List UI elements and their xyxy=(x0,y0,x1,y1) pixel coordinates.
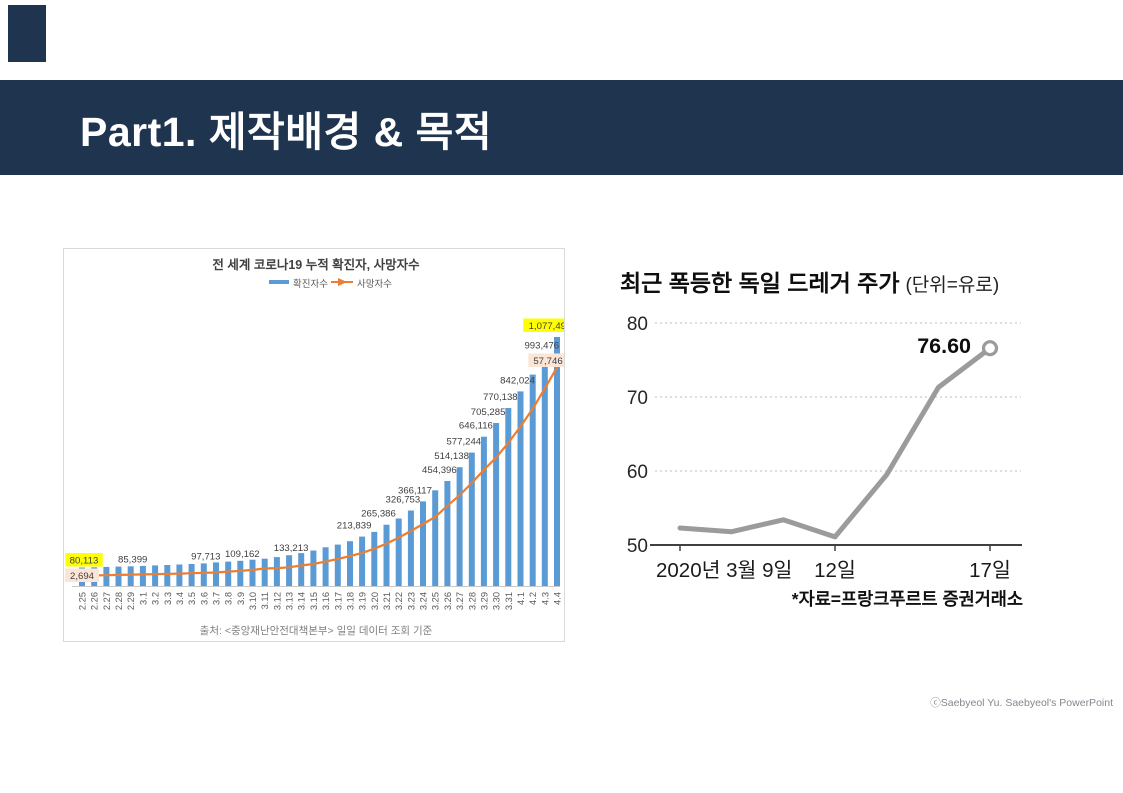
svg-text:3.4: 3.4 xyxy=(175,592,185,605)
stock-source-note: *자료=프랑크푸르트 증권거래소 xyxy=(792,589,1023,609)
svg-text:80,113: 80,113 xyxy=(70,556,99,567)
bars-confirmed xyxy=(79,337,560,586)
svg-text:3.30: 3.30 xyxy=(492,592,502,610)
svg-text:3.11: 3.11 xyxy=(260,592,270,609)
svg-text:4.3: 4.3 xyxy=(540,592,550,605)
svg-text:3.16: 3.16 xyxy=(321,592,331,610)
svg-text:3.20: 3.20 xyxy=(370,592,380,610)
svg-text:60: 60 xyxy=(627,462,648,483)
svg-text:3.15: 3.15 xyxy=(309,592,319,610)
svg-text:3.12: 3.12 xyxy=(272,592,282,610)
svg-text:3.31: 3.31 xyxy=(504,592,514,610)
svg-text:133,213: 133,213 xyxy=(274,543,309,554)
svg-text:3.17: 3.17 xyxy=(333,592,343,610)
svg-text:50: 50 xyxy=(627,536,648,557)
svg-text:3.3: 3.3 xyxy=(163,592,173,605)
svg-text:770,138: 770,138 xyxy=(483,392,518,403)
svg-text:109,162: 109,162 xyxy=(225,549,260,560)
svg-text:3.19: 3.19 xyxy=(358,592,368,610)
legend-label-deaths: 사망자수 xyxy=(357,279,392,290)
svg-text:3.29: 3.29 xyxy=(479,592,489,610)
svg-text:3.14: 3.14 xyxy=(297,592,307,610)
legend-label-confirmed: 확진자수 xyxy=(293,278,328,290)
svg-text:3.23: 3.23 xyxy=(406,592,416,610)
svg-text:842,024: 842,024 xyxy=(500,375,535,386)
svg-text:3.7: 3.7 xyxy=(212,592,222,605)
svg-text:366,117: 366,117 xyxy=(398,485,432,496)
svg-text:70: 70 xyxy=(627,388,648,409)
svg-text:3.10: 3.10 xyxy=(248,592,258,610)
stock-chart-panel: 최근 폭등한 독일 드레거 주가 (단위=유로) 50 60 70 80 76.60 202… xyxy=(618,255,1030,617)
legend-arrow-marker xyxy=(338,278,347,286)
line-data-labels: 2,694 57,746 xyxy=(65,353,568,582)
svg-text:577,244: 577,244 xyxy=(446,437,481,448)
legend-swatch-confirmed xyxy=(269,280,289,284)
svg-text:3.24: 3.24 xyxy=(419,592,429,610)
svg-text:3.25: 3.25 xyxy=(431,592,441,610)
stock-title-unit: (단위=유로) xyxy=(905,275,1000,296)
stock-chart: 50 60 70 80 76.60 2020년 3월 9일 12일 17일 *자료=프랑크푸르트… xyxy=(627,314,1023,609)
svg-text:3.26: 3.26 xyxy=(443,592,453,610)
svg-text:3.9: 3.9 xyxy=(236,592,246,605)
svg-text:2.28: 2.28 xyxy=(114,592,124,610)
bar-data-labels: 80,113 85,399 97,713 109,162 133,213 213,8392… xyxy=(65,318,577,567)
svg-text:2.25: 2.25 xyxy=(78,592,88,610)
svg-text:97,713: 97,713 xyxy=(191,551,220,562)
svg-text:3.1: 3.1 xyxy=(138,592,148,605)
svg-text:2,694: 2,694 xyxy=(70,571,95,582)
line-deaths xyxy=(81,366,558,577)
end-point-label: 76.60 xyxy=(917,334,971,358)
svg-text:3.8: 3.8 xyxy=(224,592,234,605)
svg-text:57,746: 57,746 xyxy=(533,356,562,367)
credit-footer: ⓒSaebyeol Yu. Saebyeol's PowerPoint xyxy=(930,695,1113,710)
svg-text:17일: 17일 xyxy=(969,559,1011,582)
svg-text:705,285: 705,285 xyxy=(471,407,506,418)
corner-accent-square xyxy=(8,5,46,62)
svg-text:3.13: 3.13 xyxy=(285,592,295,610)
svg-text:4.2: 4.2 xyxy=(528,592,538,605)
stock-chart-title: 최근 폭등한 독일 드레거 주가 (단위=유로) xyxy=(620,264,999,298)
svg-text:2.29: 2.29 xyxy=(126,592,136,610)
stock-price-line xyxy=(677,345,993,540)
svg-text:3.6: 3.6 xyxy=(199,592,209,605)
covid-chart-panel: 전 세계 코로나19 누적 확진자, 사망자수 확진자수 사망자수 2.25 2.26 2… xyxy=(63,248,577,642)
svg-text:3.5: 3.5 xyxy=(187,592,197,605)
x-axis-labels: 2020년 3월 9일 12일 17일 xyxy=(656,559,1011,582)
covid-source-note: 출처: <중앙재난안전대책본부> 일일 데이터 조회 기준 xyxy=(200,624,433,637)
svg-text:80: 80 xyxy=(627,314,648,335)
slide-header: Part1. 제작배경 & 목적 xyxy=(0,80,1123,175)
svg-text:3.18: 3.18 xyxy=(346,592,356,610)
svg-text:2.26: 2.26 xyxy=(90,592,100,610)
svg-text:4.1: 4.1 xyxy=(516,592,526,605)
svg-text:3.22: 3.22 xyxy=(394,592,404,610)
svg-text:646,116: 646,116 xyxy=(459,421,493,432)
svg-text:514,138: 514,138 xyxy=(434,451,469,462)
svg-text:85,399: 85,399 xyxy=(118,554,147,565)
svg-text:3.27: 3.27 xyxy=(455,592,465,610)
page-title: Part1. 제작배경 & 목적 xyxy=(80,108,493,155)
end-point-marker xyxy=(981,340,999,357)
svg-text:454,396: 454,396 xyxy=(422,465,457,476)
svg-text:326,753: 326,753 xyxy=(386,495,421,506)
svg-text:3.2: 3.2 xyxy=(151,592,161,605)
svg-text:3.28: 3.28 xyxy=(467,592,477,610)
covid-chart-title: 전 세계 코로나19 누적 확진자, 사망자수 xyxy=(212,257,420,272)
svg-text:213,839: 213,839 xyxy=(337,521,372,532)
svg-text:993,476: 993,476 xyxy=(524,340,559,351)
stock-title-text: 최근 폭등한 독일 드레거 주가 xyxy=(620,270,900,296)
svg-text:2.27: 2.27 xyxy=(102,592,112,610)
svg-text:3.21: 3.21 xyxy=(382,592,392,610)
svg-text:4.4: 4.4 xyxy=(553,592,563,605)
x-axis-labels: 2.25 2.26 2.27 2.28 2.29 3.1 3.2 3.3 3.4 3.5 3.6 3.… xyxy=(78,592,563,610)
svg-text:2020년 3월 9일: 2020년 3월 9일 xyxy=(656,559,792,582)
svg-text:12일: 12일 xyxy=(814,559,856,582)
svg-text:265,386: 265,386 xyxy=(361,509,396,520)
svg-text:1,077,497: 1,077,497 xyxy=(529,321,564,332)
y-axis: 50 60 70 80 xyxy=(627,314,1021,557)
credit-text: ⓒSaebyeol Yu. Saebyeol's PowerPoint xyxy=(930,697,1113,709)
